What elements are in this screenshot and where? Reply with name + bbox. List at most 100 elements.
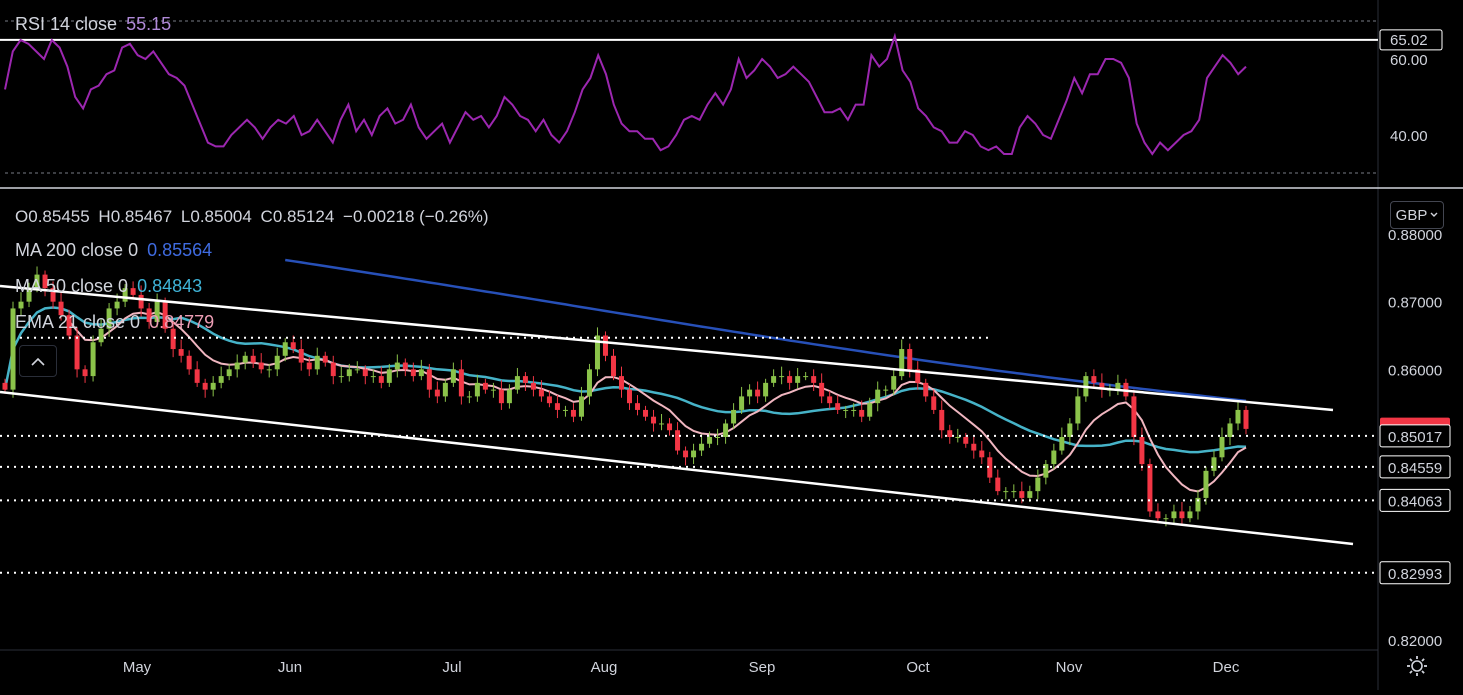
time-axis-label: Aug (591, 659, 618, 676)
candle-body (18, 301, 24, 309)
candle-body (971, 443, 977, 451)
rsi-tick-label: 40.00 (1390, 128, 1428, 145)
candle-body (651, 416, 657, 424)
candle-body (394, 362, 400, 370)
candle-body (298, 349, 304, 363)
open-value: 0.85455 (28, 207, 90, 226)
candle-body (530, 382, 536, 390)
candle-body (907, 349, 913, 370)
candle-body (618, 376, 624, 390)
candle-body (362, 369, 368, 377)
candle-body (923, 382, 929, 397)
candle-body (763, 382, 769, 397)
candle-body (194, 369, 200, 383)
price-tick-label: 0.87000 (1388, 295, 1442, 312)
candle-body (554, 403, 560, 410)
candle-body (2, 382, 8, 390)
candle-body (1131, 396, 1137, 437)
candle-body (1147, 464, 1153, 512)
candle-body (578, 396, 584, 417)
candle-body (450, 369, 456, 383)
ma50-legend-value: 0.84843 (137, 276, 203, 296)
chevron-up-icon (31, 357, 45, 366)
ma50-line (3, 306, 1247, 454)
candle-body (418, 369, 424, 377)
candle-body (723, 423, 729, 437)
candle-body (506, 389, 512, 404)
candle-body (458, 369, 464, 397)
level-price-label: 0.84559 (1388, 460, 1442, 477)
candle-body (98, 328, 104, 343)
candle-body (979, 450, 985, 458)
candle-body (290, 342, 296, 350)
candle-body (346, 369, 352, 377)
time-axis-label: Jun (278, 659, 302, 676)
candle-body (1003, 491, 1009, 493)
candle-body (1227, 423, 1233, 437)
high-value: 0.85467 (110, 207, 173, 226)
candle-body (1219, 437, 1225, 458)
rsi-legend-value: 55.15 (126, 14, 172, 34)
candle-body (731, 409, 737, 424)
candle-body (354, 369, 360, 371)
collapse-legend-button[interactable] (19, 345, 57, 377)
candle-body (186, 355, 192, 370)
candle-body (162, 301, 168, 329)
candle-body (1091, 376, 1097, 383)
rsi-tick-label: 65.02 (1390, 32, 1428, 49)
candle-body (811, 376, 817, 383)
candle-body (306, 362, 312, 370)
candle-body (627, 389, 633, 404)
candle-body (683, 450, 689, 458)
candle-body (202, 382, 208, 390)
candle-body (402, 362, 408, 370)
candle-body (442, 382, 448, 397)
candle-body (835, 403, 841, 410)
candle-body (178, 349, 184, 356)
change-value: −0.00218 (−0.26%) (343, 207, 489, 226)
upper-channel-trendline[interactable] (0, 284, 1334, 412)
settings-gear-icon[interactable] (1406, 655, 1428, 677)
candle-body (995, 477, 1001, 492)
candle-body (258, 362, 264, 370)
low-label: L (180, 207, 191, 226)
candle-body (1067, 423, 1073, 437)
candle-body (410, 369, 416, 377)
ma50-legend: MA 50 close 0 0.84843 (15, 276, 206, 297)
ma50-legend-label: MA 50 close 0 (15, 276, 129, 296)
candle-body (955, 437, 961, 438)
candle-body (602, 335, 608, 356)
candle-body (1035, 477, 1041, 492)
currency-selector[interactable]: GBP (1390, 201, 1444, 229)
chevron-down-icon (1430, 212, 1438, 217)
open-label: O (15, 207, 29, 226)
candle-body (114, 301, 120, 309)
candle-body (643, 409, 649, 417)
candle-body (474, 382, 480, 397)
candle-body (498, 389, 504, 404)
candle-body (50, 288, 56, 302)
candle-body (771, 376, 777, 383)
level-price-label: 0.85017 (1388, 429, 1442, 446)
candle-body (570, 409, 576, 417)
candle-body (482, 382, 488, 390)
candle-body (314, 355, 320, 370)
candle-body (1051, 450, 1057, 465)
rsi-tick-label: 60.00 (1390, 52, 1428, 69)
candle-body (891, 376, 897, 390)
level-price-tag (1379, 455, 1451, 479)
candle-body (82, 369, 88, 377)
lower-channel-trendline[interactable] (0, 390, 1354, 546)
candle-body (218, 376, 224, 383)
level-price-tag (1379, 424, 1451, 448)
rsi-line (4, 32, 1247, 156)
candle-body (226, 369, 232, 377)
candle-body (122, 288, 128, 302)
candle-body (434, 389, 440, 397)
candle-body (1115, 382, 1121, 390)
candle-body (466, 396, 472, 398)
candle-body (987, 457, 993, 478)
candle-body (538, 389, 544, 397)
